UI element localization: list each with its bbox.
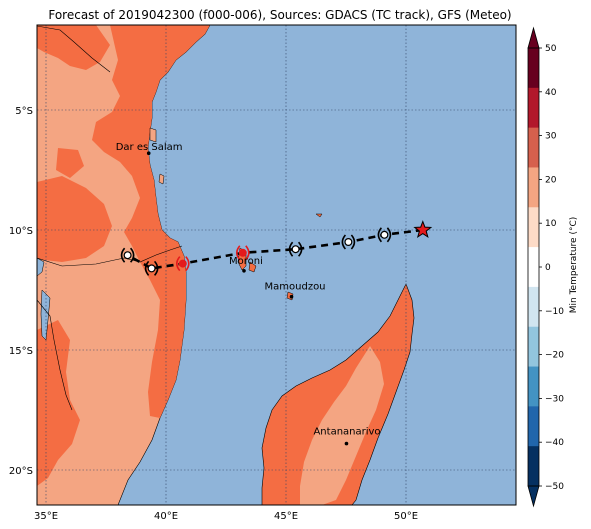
city-label: Dar es Salam bbox=[116, 142, 183, 153]
lat-label-5s: 5°S bbox=[15, 106, 33, 117]
graticule bbox=[37, 25, 516, 505]
lat-label-10s: 10°S bbox=[9, 226, 33, 237]
storm-symbol-red-icon bbox=[236, 245, 250, 261]
city-label: Moroni bbox=[229, 256, 263, 267]
colorbar-segment bbox=[528, 326, 539, 368]
colorbar: 50 40 30 20 10 0 −10 −20 −30 −40 −50 bbox=[527, 26, 564, 508]
islet-1 bbox=[315, 213, 323, 218]
colorbar-segment bbox=[528, 406, 539, 447]
tc-track bbox=[120, 220, 433, 276]
map-frame bbox=[36, 24, 517, 506]
colorbar-tick-label: −50 bbox=[545, 482, 564, 492]
colorbar-label: Min Temperature (°C) bbox=[569, 217, 579, 314]
storm-symbol-icon bbox=[377, 227, 392, 243]
lake bbox=[37, 257, 45, 277]
zanzibar bbox=[149, 127, 157, 143]
city-dot bbox=[344, 441, 349, 446]
colorbar-tick-label: −10 bbox=[545, 307, 564, 317]
colorbar-segment bbox=[528, 286, 539, 328]
anjouan bbox=[248, 261, 257, 273]
city-label: Antananarivo bbox=[313, 427, 380, 438]
colorbar-tick-label: 30 bbox=[545, 132, 557, 142]
storm-symbol-icon bbox=[144, 260, 159, 276]
lat-label-20s: 20°S bbox=[9, 466, 33, 477]
colorbar-tick-label: −20 bbox=[545, 351, 564, 361]
colorbar-segment bbox=[528, 446, 539, 487]
city-label: Mamoudzou bbox=[265, 282, 326, 293]
lat-label-15s: 15°S bbox=[9, 346, 33, 357]
colorbar-segment bbox=[528, 127, 539, 168]
map-title: Forecast of 2019042300 (f000-006), Sourc… bbox=[48, 8, 512, 22]
africa-hot-coast bbox=[92, 25, 210, 418]
colorbar-tick-label: 10 bbox=[545, 219, 557, 229]
africa-hot-north bbox=[37, 25, 110, 70]
madagascar-interior bbox=[300, 346, 384, 505]
lon-label-50e: 50°E bbox=[394, 511, 418, 522]
storm-symbol-icon bbox=[120, 247, 135, 263]
colorbar-segment bbox=[528, 247, 539, 288]
storm-symbol-red-icon bbox=[176, 256, 190, 272]
city-dot bbox=[146, 151, 151, 155]
current-position-star-icon bbox=[413, 220, 433, 239]
city-markers: Dar es Salam Moroni Mamoudzou Antananarivo bbox=[116, 142, 381, 446]
city-dot bbox=[289, 294, 294, 299]
colorbar-tick-label: −40 bbox=[545, 438, 564, 448]
colorbar-segment bbox=[528, 48, 539, 89]
colorbar-segment bbox=[528, 87, 539, 129]
africa-hot-mid bbox=[37, 176, 112, 262]
storm-symbol-icon bbox=[341, 234, 356, 250]
colorbar-tick-label: 0 bbox=[545, 263, 551, 273]
africa-hot-south bbox=[37, 320, 80, 486]
colorbar-extend-top bbox=[527, 26, 540, 49]
lon-label-45e: 45°E bbox=[274, 511, 298, 522]
mafia-island bbox=[158, 173, 165, 185]
colorbar-tick-label: 20 bbox=[545, 175, 557, 185]
lon-label-35e: 35°E bbox=[34, 511, 58, 522]
colorbar-segment bbox=[528, 366, 539, 407]
colorbar-tick-label: 50 bbox=[545, 44, 557, 54]
madagascar-land bbox=[261, 283, 415, 505]
colorbar-segment bbox=[528, 167, 539, 208]
map-panel bbox=[37, 25, 516, 505]
colorbar-segment bbox=[528, 207, 539, 248]
lon-label-40e: 40°E bbox=[154, 511, 178, 522]
colorbar-tick-label: 40 bbox=[545, 88, 557, 98]
storm-symbol-icon bbox=[288, 241, 303, 257]
colorbar-extend-bottom bbox=[527, 485, 540, 508]
africa-hot-blob bbox=[56, 148, 84, 178]
colorbar-tick-label: −30 bbox=[545, 394, 564, 404]
city-dot bbox=[242, 269, 246, 273]
